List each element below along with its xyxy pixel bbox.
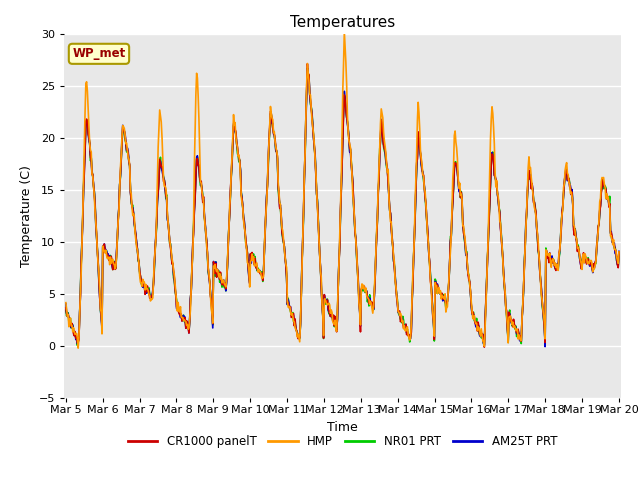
NR01 PRT (215, 268, 223, 274)
CR1000 panelT (129, 206, 136, 212)
HMP (62, 300, 70, 306)
CR1000 panelT (62, 305, 70, 311)
Line: NR01 PRT: NR01 PRT (66, 68, 619, 346)
HMP (412, 201, 419, 206)
Line: CR1000 panelT: CR1000 panelT (66, 64, 619, 347)
AM25T PRT (410, 235, 418, 241)
CR1000 panelT (410, 237, 418, 243)
CR1000 panelT (427, 278, 435, 284)
AM25T PRT (129, 205, 136, 211)
Line: AM25T PRT: AM25T PRT (66, 68, 619, 347)
HMP (72, 331, 80, 336)
CR1000 panelT (72, 336, 80, 341)
AM25T PRT (72, 336, 80, 342)
AM25T PRT (185, 330, 193, 336)
Title: Temperatures: Temperatures (290, 15, 395, 30)
HMP (428, 288, 435, 293)
CR1000 panelT (615, 249, 623, 255)
Line: HMP: HMP (66, 31, 619, 348)
NR01 PRT (428, 284, 435, 289)
AM25T PRT (303, 65, 311, 71)
CR1000 panelT (185, 330, 193, 336)
Text: WP_met: WP_met (72, 48, 125, 60)
NR01 PRT (615, 251, 623, 256)
AM25T PRT (427, 275, 435, 281)
Legend: CR1000 panelT, HMP, NR01 PRT, AM25T PRT: CR1000 panelT, HMP, NR01 PRT, AM25T PRT (123, 430, 562, 453)
NR01 PRT (72, 335, 80, 341)
NR01 PRT (130, 211, 138, 216)
HMP (186, 316, 193, 322)
AM25T PRT (541, 344, 549, 349)
NR01 PRT (186, 318, 193, 324)
CR1000 panelT (303, 61, 311, 67)
X-axis label: Time: Time (327, 421, 358, 434)
AM25T PRT (214, 270, 222, 276)
HMP (215, 274, 223, 280)
CR1000 panelT (481, 344, 488, 350)
HMP (130, 211, 138, 216)
AM25T PRT (62, 301, 70, 307)
Y-axis label: Temperature (C): Temperature (C) (20, 165, 33, 267)
HMP (615, 249, 623, 255)
HMP (74, 345, 82, 351)
NR01 PRT (412, 216, 419, 222)
NR01 PRT (62, 308, 70, 313)
HMP (340, 28, 348, 34)
NR01 PRT (74, 343, 81, 348)
CR1000 panelT (214, 268, 222, 274)
NR01 PRT (303, 65, 311, 71)
AM25T PRT (615, 249, 623, 254)
